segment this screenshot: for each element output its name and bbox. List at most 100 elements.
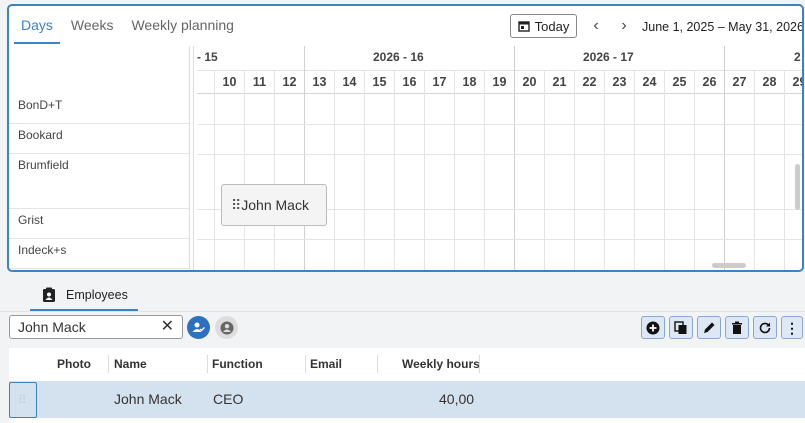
all-employees-button[interactable]: [215, 316, 238, 339]
grid-line: [424, 70, 425, 270]
resource-row[interactable]: Brumfield: [9, 154, 189, 209]
view-tabs: Days Weeks Weekly planning: [9, 6, 241, 44]
grid-line: [754, 70, 755, 270]
column-divider[interactable]: [207, 355, 208, 373]
more-vertical-icon: ⋮: [785, 319, 799, 336]
copy-icon: [674, 320, 687, 334]
tab-days[interactable]: Days: [14, 6, 60, 44]
prev-arrow-icon[interactable]: ‹: [593, 17, 599, 34]
clear-icon[interactable]: ✕: [160, 318, 174, 335]
column-header-function[interactable]: Function: [212, 357, 263, 371]
table-row[interactable]: John Mack CEO 40,00: [9, 381, 805, 418]
next-arrow-icon[interactable]: ›: [621, 17, 627, 34]
column-divider[interactable]: [305, 355, 306, 373]
tab-weekly-planning[interactable]: Weekly planning: [131, 17, 234, 33]
copy-button[interactable]: [669, 316, 693, 339]
delete-button[interactable]: [725, 316, 749, 339]
day-column-header: 26: [694, 71, 724, 94]
horizontal-scrollbar[interactable]: [712, 263, 746, 268]
resource-row[interactable]: Grist: [9, 209, 189, 239]
day-column-header: 15: [364, 71, 394, 94]
grid-line: [394, 70, 395, 270]
day-column-header: 27: [724, 71, 754, 94]
day-column-header: 10: [214, 71, 244, 94]
drag-handle-icon: ⠿: [18, 393, 27, 407]
column-divider[interactable]: [479, 355, 480, 373]
drag-card-label: John Mack: [241, 197, 309, 213]
day-column-header: 21: [544, 71, 574, 94]
day-column-header: 24: [634, 71, 664, 94]
day-column-header: 28: [754, 71, 784, 94]
user-check-icon: [192, 322, 205, 332]
refresh-icon: [759, 322, 771, 333]
grid-row-line: [197, 124, 802, 125]
employees-tab-label: Employees: [66, 287, 128, 302]
column-header-email[interactable]: Email: [310, 357, 343, 371]
cell-weekly-hours: 40,00: [439, 391, 475, 407]
resource-row[interactable]: BonD+T: [9, 94, 189, 124]
day-header: 1011121314151617181920212223242526272829: [197, 70, 802, 94]
week-label: 2: [794, 50, 801, 64]
grid-line: [784, 70, 785, 270]
day-column-header: 12: [274, 71, 304, 94]
grid-line: [574, 70, 575, 270]
day-column-header: 18: [454, 71, 484, 94]
drag-handle-icon: ⠿: [231, 196, 241, 213]
user-icon: [220, 321, 233, 334]
grid-line: [664, 70, 665, 270]
cell-function: CEO: [213, 391, 244, 407]
grid-line: [334, 70, 335, 270]
date-range-label: June 1, 2025 – May 31, 2026: [642, 20, 804, 34]
grid-line: [544, 70, 545, 270]
refresh-button[interactable]: [753, 316, 777, 339]
today-button[interactable]: Today: [510, 14, 577, 38]
assigned-filter-button[interactable]: [187, 316, 210, 339]
week-header: - 15 2026 - 16 2026 - 17 2: [197, 50, 802, 70]
grid-row-line: [197, 154, 802, 155]
clipboard-user-icon: [43, 287, 55, 302]
divider: [0, 311, 805, 312]
grid-line: [724, 46, 725, 270]
grid-line: [694, 70, 695, 270]
pencil-icon: [704, 322, 715, 333]
grid-line: [214, 70, 215, 270]
day-column-header: 16: [394, 71, 424, 94]
week-label: 2026 - 17: [583, 50, 634, 64]
grid-line: [304, 46, 305, 270]
vertical-scrollbar[interactable]: [795, 164, 800, 210]
day-column-header: 22: [574, 71, 604, 94]
column-divider[interactable]: [377, 355, 378, 373]
day-column-header: 19: [484, 71, 514, 94]
row-drag-handle[interactable]: ⠿: [9, 382, 37, 418]
grid-line: [514, 46, 515, 270]
grid-line: [454, 70, 455, 270]
grid-line: [604, 70, 605, 270]
grid-line: [634, 70, 635, 270]
grid-line: [274, 70, 275, 270]
search-value: John Mack: [18, 319, 86, 335]
add-icon: [646, 321, 660, 334]
search-input[interactable]: John Mack ✕: [9, 315, 183, 339]
scheduler-panel: Days Weeks Weekly planning Today ‹ › Jun…: [7, 4, 804, 272]
employees-table: Photo Name Function Email Weekly hours J…: [9, 348, 805, 423]
tab-employees[interactable]: Employees: [30, 280, 138, 311]
column-header-photo[interactable]: Photo: [57, 357, 91, 371]
splitter[interactable]: [189, 46, 194, 270]
day-column-header: 20: [514, 71, 544, 94]
column-header-weekly-hours[interactable]: Weekly hours: [402, 357, 480, 371]
drag-card[interactable]: ⠿ John Mack: [221, 184, 327, 226]
calendar-icon: [517, 21, 530, 32]
resource-row[interactable]: Bookard: [9, 124, 189, 154]
add-button[interactable]: [641, 316, 665, 339]
tab-weeks[interactable]: Weeks: [70, 17, 114, 33]
column-divider[interactable]: [108, 355, 109, 373]
week-label: - 15: [197, 50, 218, 64]
today-label: Today: [534, 18, 570, 34]
edit-button[interactable]: [697, 316, 721, 339]
grid-row-line: [197, 239, 802, 240]
more-button[interactable]: ⋮: [781, 316, 803, 339]
day-column-header: 14: [334, 71, 364, 94]
column-header-name[interactable]: Name: [114, 357, 147, 371]
resource-row[interactable]: Indeck+s: [9, 239, 189, 269]
day-column-header: 29: [784, 71, 802, 94]
